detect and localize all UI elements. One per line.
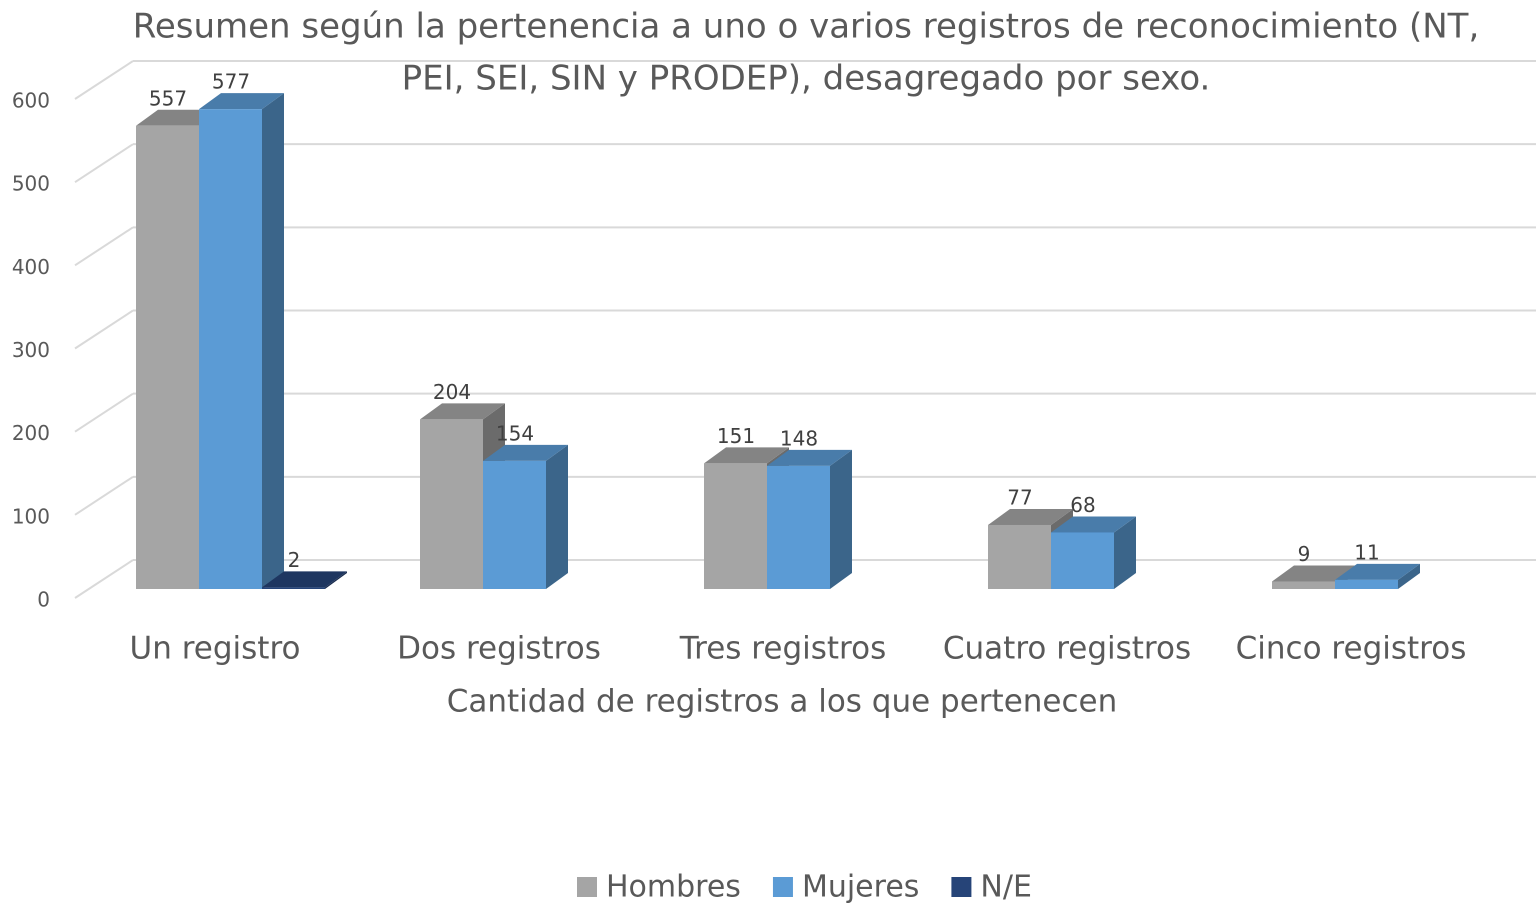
grid-line xyxy=(74,60,134,100)
y-tick-label: 200 xyxy=(12,421,50,445)
bar-top xyxy=(1335,563,1420,580)
grid-line xyxy=(74,559,134,599)
bar-front xyxy=(1272,581,1335,589)
data-label: 11 xyxy=(1354,540,1379,564)
data-label: 577 xyxy=(212,70,250,94)
bar xyxy=(1335,563,1420,589)
legend-swatch xyxy=(577,877,597,897)
bar-top xyxy=(767,449,852,466)
x-tick-label: Dos registros xyxy=(397,631,601,667)
bar-front xyxy=(767,465,830,589)
grid-line xyxy=(74,475,134,516)
y-tick-label: 400 xyxy=(12,255,50,279)
bar-front xyxy=(1051,532,1114,589)
data-label: 204 xyxy=(433,380,471,404)
data-label: 68 xyxy=(1070,493,1095,517)
x-tick-label: Tres registros xyxy=(679,631,886,667)
bar-front xyxy=(136,125,199,590)
bar-side xyxy=(546,444,568,589)
data-label: 154 xyxy=(496,421,534,445)
data-label: 557 xyxy=(149,86,187,110)
data-label: 9 xyxy=(1298,542,1311,566)
bar-top xyxy=(483,444,568,461)
bar xyxy=(483,444,568,589)
chart-title: Resumen según la pertenencia a uno o var… xyxy=(133,7,1480,47)
data-label: 148 xyxy=(780,426,818,450)
bar-top xyxy=(420,403,505,420)
bar xyxy=(262,571,347,589)
bar-front xyxy=(483,460,546,589)
grid-line xyxy=(74,309,134,350)
bar-top xyxy=(262,571,347,588)
bar-top xyxy=(704,447,789,464)
legend-label: Mujeres xyxy=(802,870,919,905)
bar-top xyxy=(1051,516,1136,533)
x-tick-label: Cuatro registros xyxy=(943,631,1191,667)
bar-side xyxy=(262,93,284,590)
grid-line xyxy=(74,392,134,433)
bar-top xyxy=(1272,565,1357,582)
bar xyxy=(1051,516,1136,589)
bar-front xyxy=(262,587,325,589)
y-tick-label: 600 xyxy=(12,89,50,113)
y-tick-label: 0 xyxy=(37,588,50,612)
bar-front xyxy=(704,463,767,589)
bar-front xyxy=(420,419,483,589)
bar-side xyxy=(1398,563,1420,589)
legend-label: Hombres xyxy=(606,870,741,905)
bar-top xyxy=(199,93,284,110)
bar-side xyxy=(830,449,852,589)
x-tick-label: Un registro xyxy=(130,631,301,667)
bar-front xyxy=(1335,579,1398,589)
bar xyxy=(767,449,852,589)
data-label: 77 xyxy=(1007,485,1032,509)
y-tick-label: 100 xyxy=(12,504,50,528)
data-label: 151 xyxy=(717,424,755,448)
grid-line xyxy=(74,143,134,184)
chart-title: PEI, SEI, SIN y PRODEP), desagregado por… xyxy=(402,59,1211,99)
y-tick-label: 300 xyxy=(12,338,50,362)
bar xyxy=(199,93,284,590)
legend-swatch xyxy=(951,877,972,897)
x-axis-title: Cantidad de registros a los que pertenec… xyxy=(447,684,1118,720)
legend-swatch xyxy=(772,877,793,897)
y-tick-label: 500 xyxy=(12,172,50,196)
legend-label: N/E xyxy=(980,870,1032,905)
grid-line xyxy=(74,226,134,267)
bar-front xyxy=(199,109,262,590)
bar-side xyxy=(325,571,347,589)
bar-top xyxy=(988,508,1073,525)
data-label: 2 xyxy=(288,548,301,572)
bar-side xyxy=(1114,516,1136,589)
x-tick-label: Cinco registros xyxy=(1236,631,1467,667)
bar-front xyxy=(988,524,1051,589)
